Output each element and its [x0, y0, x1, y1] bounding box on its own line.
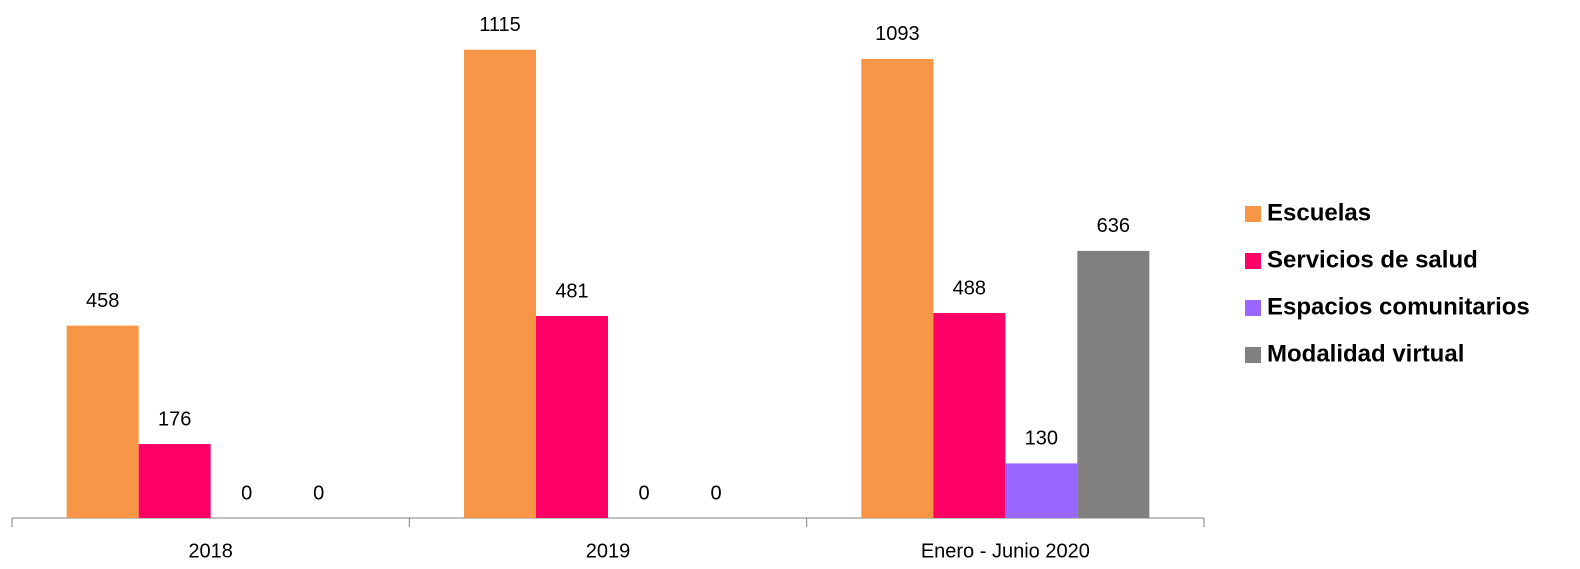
- data-label: 0: [313, 482, 324, 504]
- legend-label: Escuelas: [1267, 199, 1371, 226]
- data-label: 0: [241, 482, 252, 504]
- data-label: 636: [1097, 215, 1130, 237]
- legend-label: Servicios de salud: [1267, 246, 1478, 273]
- data-label: 130: [1025, 428, 1058, 450]
- bar: [464, 49, 536, 518]
- x-tick-label: 2019: [586, 540, 631, 562]
- legend-swatch: [1245, 206, 1261, 222]
- bar: [1005, 463, 1078, 518]
- data-label: 176: [158, 408, 191, 430]
- bar: [861, 58, 934, 518]
- x-tick-label: 2018: [188, 540, 233, 562]
- legend-swatch: [1245, 253, 1261, 269]
- legend-swatch: [1245, 300, 1261, 316]
- data-label: 488: [953, 277, 986, 299]
- data-label: 458: [86, 290, 119, 312]
- bar: [536, 315, 608, 518]
- bar: [933, 313, 1006, 518]
- data-label: 0: [710, 482, 721, 504]
- x-tick-label: Enero - Junio 2020: [921, 540, 1090, 562]
- data-label: 0: [638, 482, 649, 504]
- data-label: 1093: [875, 23, 920, 45]
- bar: [138, 444, 211, 518]
- legend-swatch: [1245, 347, 1261, 363]
- data-label: 481: [555, 280, 588, 302]
- bar: [66, 325, 139, 518]
- legend-label: Modalidad virtual: [1267, 340, 1464, 367]
- data-label: 1115: [479, 14, 521, 36]
- legend-label: Espacios comunitarios: [1267, 293, 1530, 320]
- bar: [1077, 250, 1150, 518]
